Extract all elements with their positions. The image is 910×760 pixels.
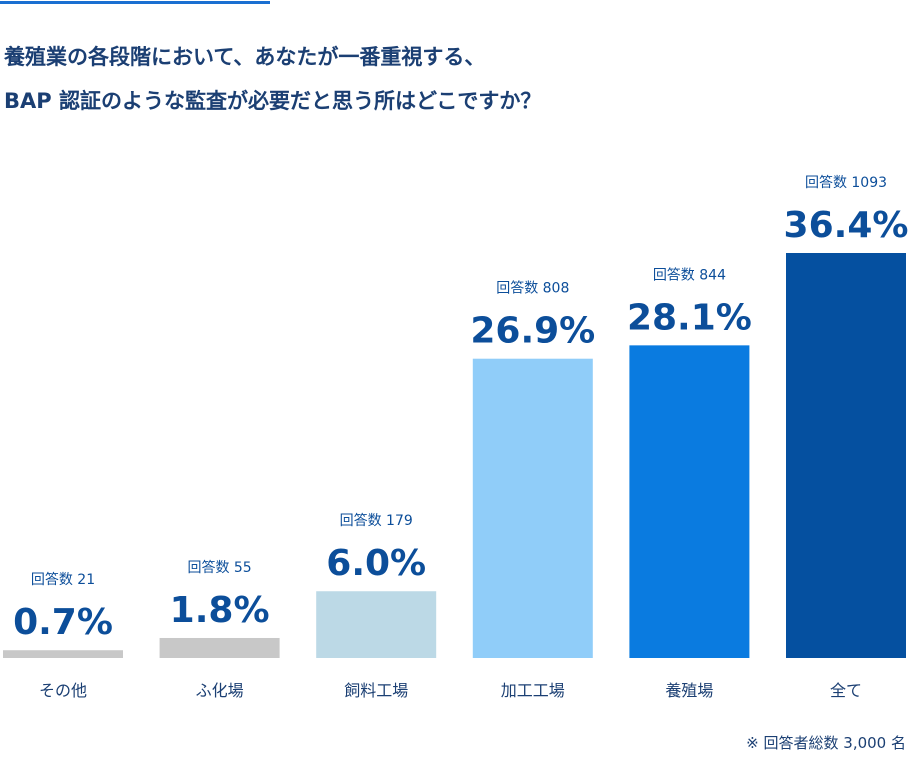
count-label: 回答数 844 [653, 266, 726, 283]
value-label: 28.1% [627, 297, 752, 338]
count-label: 回答数 55 [187, 559, 251, 576]
chart-title: 養殖業の各段階において、あなたが一番重視する、 [3, 45, 485, 69]
bar [629, 345, 750, 658]
note: ※ 回答者総数 3,000 名 [746, 734, 906, 752]
bar [786, 253, 906, 658]
value-label: 0.7% [13, 602, 113, 643]
x-tick-label: その他 [39, 681, 87, 700]
x-tick-label: 加工工場 [501, 681, 565, 700]
count-label: 回答数 808 [496, 280, 569, 297]
x-tick-label: 飼料工場 [344, 681, 408, 700]
value-label: 1.8% [170, 590, 270, 631]
count-label: 回答数 21 [31, 571, 95, 588]
value-label: 6.0% [326, 543, 426, 584]
bar [316, 591, 437, 658]
bar [472, 358, 593, 658]
bar [159, 637, 280, 658]
count-label: 回答数 1093 [805, 174, 887, 191]
bar [3, 650, 123, 658]
chart-title: BAP 認証のような監査が必要だと思う所はどこですか？ [4, 89, 541, 113]
x-tick-label: ふ化場 [196, 681, 244, 700]
value-label: 36.4% [784, 205, 909, 246]
x-tick-label: 全て [830, 681, 862, 700]
x-tick-label: 養殖場 [665, 681, 713, 700]
count-label: 回答数 179 [340, 512, 413, 529]
value-label: 26.9% [470, 311, 595, 352]
accent-line [0, 1, 270, 4]
